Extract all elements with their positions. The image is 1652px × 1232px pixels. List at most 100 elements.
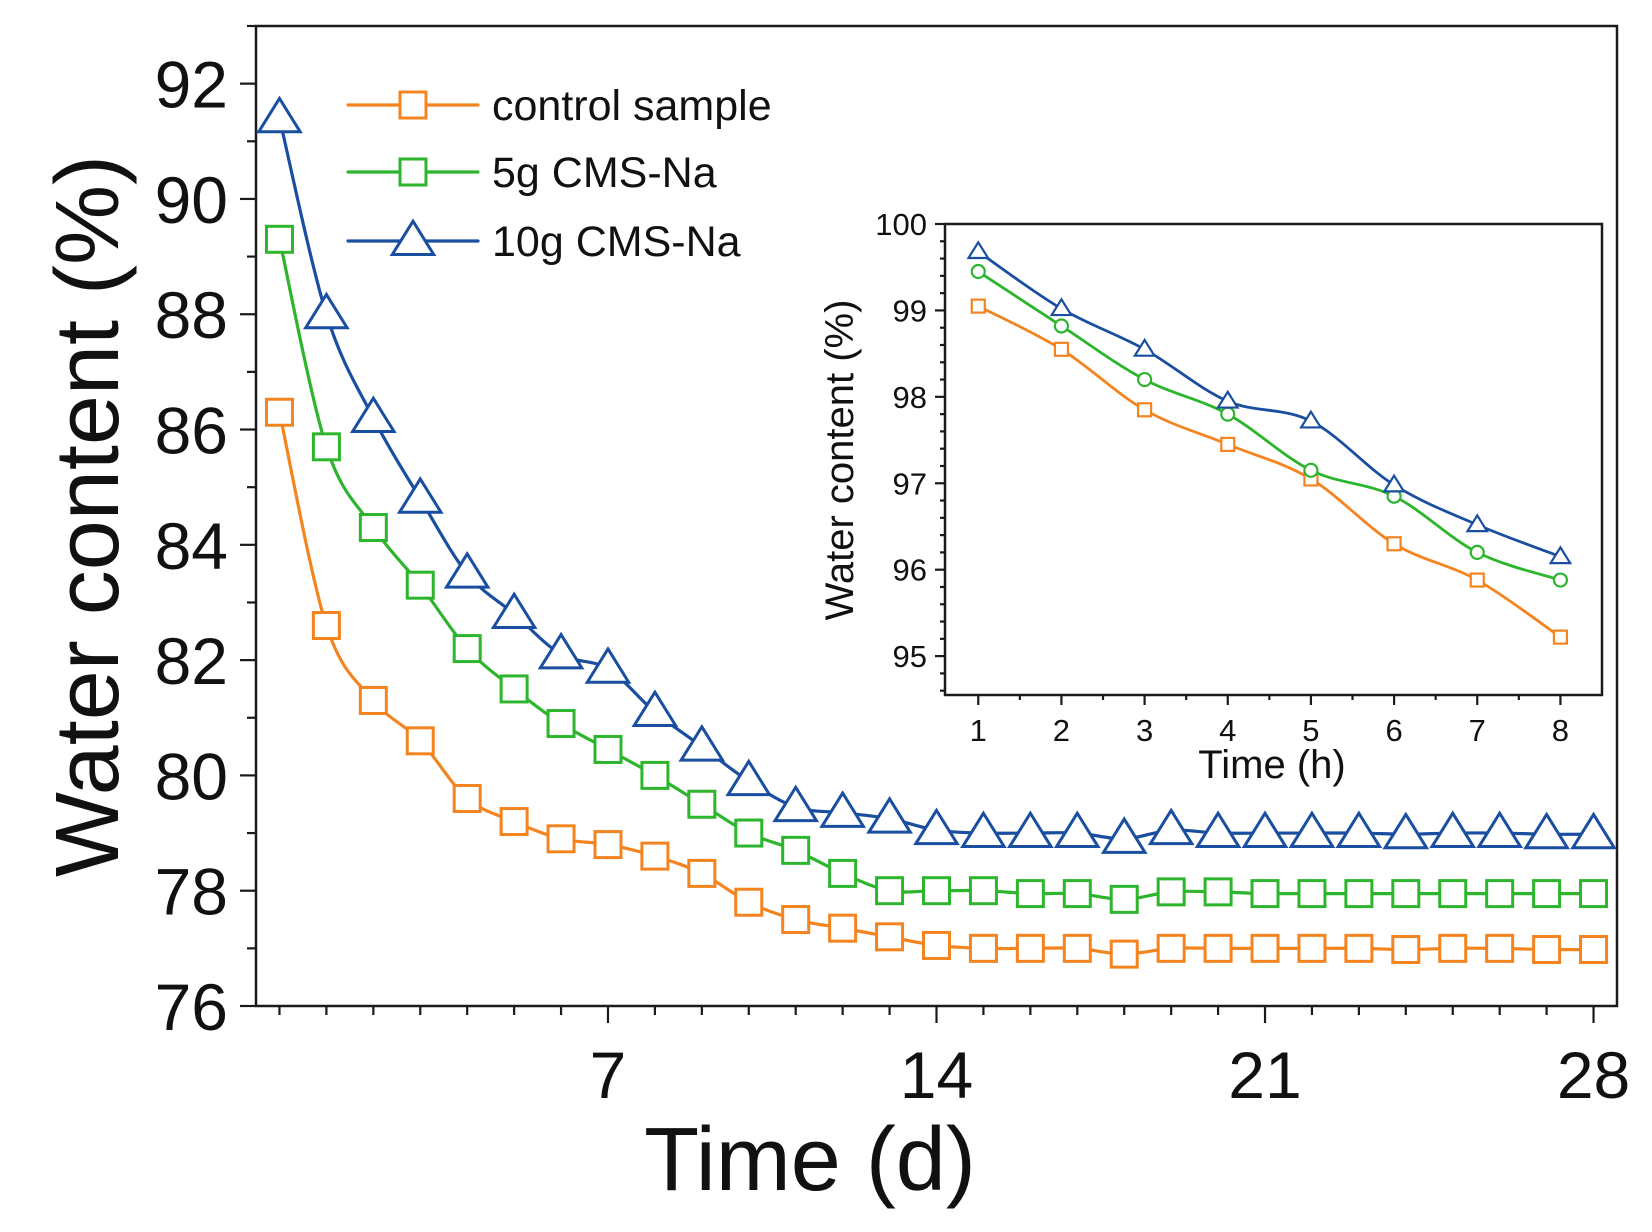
inset-data-point (1216, 389, 1240, 409)
inset-data-point (1132, 337, 1157, 357)
data-point (1100, 816, 1148, 854)
data-point (1250, 879, 1280, 909)
data-point (1297, 879, 1327, 909)
inset-data-point (1053, 318, 1070, 334)
data-point (264, 224, 294, 254)
data-point (678, 723, 726, 762)
legend-marker (398, 90, 428, 120)
data-point (1062, 879, 1092, 909)
data-point (396, 476, 444, 514)
inset-y-tick-label: 100 (875, 207, 927, 242)
inset-data-point (1299, 409, 1323, 429)
data-point (866, 796, 913, 834)
inset-data-point (1049, 297, 1074, 317)
data-point (725, 758, 773, 797)
inset-data-point (1552, 629, 1569, 645)
data-point (1194, 810, 1242, 849)
data-point (499, 807, 529, 837)
data-point (734, 818, 764, 848)
data-point (1579, 879, 1609, 909)
data-point (443, 551, 491, 589)
inset-data-point (1136, 371, 1153, 388)
data-point (1156, 933, 1186, 963)
data-point (875, 876, 905, 906)
y-tick-label: 78 (155, 855, 228, 929)
data-point (913, 807, 960, 846)
data-point (405, 726, 435, 756)
inset-data-point (1053, 341, 1070, 357)
data-point (1344, 933, 1374, 963)
data-point (405, 570, 435, 600)
data-point (1288, 810, 1336, 849)
y-tick-label: 82 (155, 624, 228, 698)
data-point (546, 709, 576, 739)
data-point (584, 646, 632, 684)
y-tick-label: 76 (155, 970, 228, 1044)
data-point (819, 790, 867, 828)
inset-data-point (970, 263, 986, 280)
inset-data-point (1220, 436, 1236, 452)
data-point (311, 611, 341, 641)
data-point (1053, 810, 1101, 849)
data-point (734, 887, 764, 917)
legend-marker (389, 218, 437, 256)
inset-x-tick-label: 2 (1053, 713, 1070, 748)
inset-data-point (966, 240, 991, 260)
data-point (1335, 810, 1383, 849)
y-tick-label: 84 (155, 509, 228, 583)
data-point (1203, 877, 1233, 907)
y-tick-label: 92 (155, 48, 228, 122)
inset-data-point (1386, 536, 1402, 552)
data-point (1241, 810, 1289, 849)
data-point (828, 858, 858, 888)
legend-label: 10g CMS-Na (492, 218, 741, 266)
data-point (499, 674, 529, 704)
y-axis-title: Water content (%) (38, 155, 138, 877)
inset-data-point (1136, 402, 1153, 418)
data-point (358, 685, 388, 715)
data-point (1532, 935, 1562, 965)
y-tick-label: 88 (155, 278, 228, 352)
legend-marker (398, 157, 428, 187)
data-point (1156, 877, 1186, 907)
data-point (1438, 879, 1468, 909)
data-point (1006, 810, 1054, 849)
data-point (546, 824, 576, 854)
inset-data-point (1548, 545, 1573, 565)
data-point (349, 395, 397, 433)
data-point (1532, 879, 1562, 909)
inset-y-axis-title: Water content (%) (818, 300, 862, 621)
data-point (1438, 933, 1468, 963)
inset-data-point (970, 298, 986, 314)
data-point (1109, 884, 1139, 914)
data-point (960, 810, 1007, 849)
inset-y-tick-label: 97 (893, 466, 927, 501)
data-point (1391, 879, 1421, 909)
inset-data-point (1220, 406, 1236, 422)
data-point (1297, 933, 1327, 963)
legend-label: 5g CMS-Na (492, 149, 717, 197)
data-point (687, 789, 717, 819)
inset-series-line-2 (976, 250, 1562, 559)
x-tick-label: 7 (590, 1038, 627, 1112)
inset-data-point (1382, 473, 1406, 493)
data-point (1476, 810, 1524, 849)
data-point (640, 760, 670, 790)
data-point (358, 513, 388, 543)
data-point (264, 397, 294, 427)
data-point (1203, 933, 1233, 963)
inset-x-tick-label: 8 (1552, 713, 1569, 748)
data-point (968, 876, 998, 906)
x-tick-label: 14 (900, 1038, 973, 1112)
data-point (922, 930, 951, 960)
inset-plot: 95 96 97 98 99 100 1 2 3 4 5 6 7 8 Time (h) Water conte… (818, 207, 1604, 787)
inset-data-point (1469, 572, 1485, 588)
inset-data-point (1465, 513, 1490, 533)
inset-series-line-1 (976, 270, 1562, 582)
data-point (772, 784, 820, 823)
legend: control sample 5g CMS-Na 10g CMS-Na (346, 82, 772, 266)
data-point (1485, 879, 1515, 909)
inset-x-tick-label: 4 (1219, 713, 1236, 748)
data-point (1250, 933, 1280, 963)
y-tick-label: 80 (155, 739, 228, 813)
